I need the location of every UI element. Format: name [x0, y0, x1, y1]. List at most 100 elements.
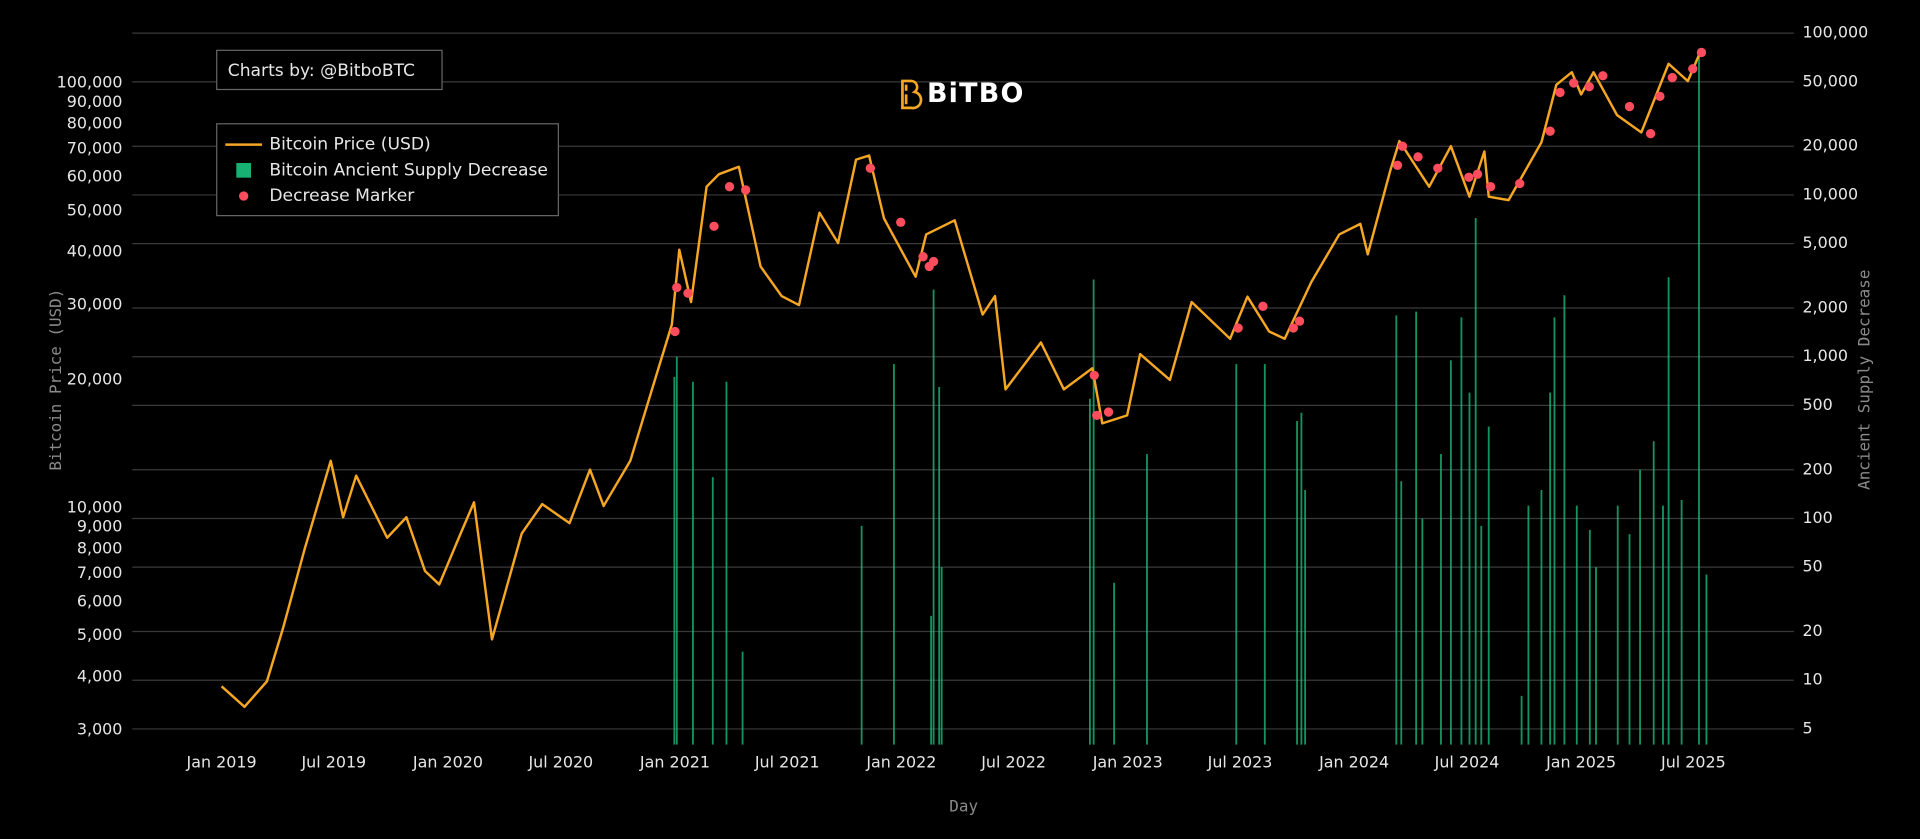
- decrease-marker: [896, 217, 906, 227]
- y-tick-label: 70,000: [67, 138, 123, 157]
- y2-tick-label: 100,000: [1802, 23, 1868, 42]
- annotation: Charts by: @BitboBTC: [228, 61, 415, 81]
- bar: [1540, 489, 1543, 745]
- y-tick-label: 7,000: [77, 563, 123, 582]
- y2-tick-label: 5,000: [1802, 233, 1848, 252]
- y2-tick-label: 20: [1802, 621, 1822, 640]
- x-tick-label: Jan 2021: [639, 752, 710, 771]
- bar: [1553, 317, 1556, 745]
- labels: 3,0004,0005,0006,0007,0008,0009,00010,00…: [57, 23, 1869, 772]
- bar: [932, 289, 935, 745]
- x-tick-label: Jan 2020: [412, 752, 483, 771]
- decrease-marker: [1397, 141, 1408, 151]
- x-tick-label: Jul 2019: [300, 752, 366, 771]
- y-axis-title: Bitcoin Price (USD): [46, 289, 65, 471]
- decrease-marker: [1472, 169, 1483, 179]
- bar: [1520, 695, 1523, 745]
- bar: [711, 477, 714, 745]
- bar: [1662, 505, 1664, 745]
- y2-axis-title: Ancient Supply Decrease: [1854, 270, 1873, 490]
- decrease-marker: [1515, 178, 1525, 189]
- decrease-marker: [1413, 152, 1423, 162]
- legend-box: [216, 123, 559, 217]
- bar: [1304, 489, 1307, 745]
- decrease-marker: [928, 256, 939, 267]
- y2-tick-label: 500: [1802, 395, 1832, 414]
- x-tick-label: Jan 2025: [1545, 752, 1616, 771]
- bar: [1088, 398, 1091, 745]
- bar: [1667, 277, 1670, 745]
- decrease-marker: [1545, 126, 1555, 136]
- decrease-marker: [918, 252, 928, 262]
- decrease-marker: [1258, 301, 1268, 311]
- logo-text: BiTBO: [927, 78, 1025, 109]
- bar: [1395, 315, 1398, 745]
- decrease-marker: [1294, 316, 1305, 326]
- bar: [1468, 392, 1471, 745]
- y-tick-label: 3,000: [77, 719, 123, 738]
- bar: [1415, 311, 1418, 745]
- bar: [741, 651, 744, 745]
- legend-label: Decrease Marker: [269, 186, 415, 206]
- bar: [892, 364, 895, 745]
- bar: [930, 615, 933, 745]
- x-axis-title: Day: [949, 797, 978, 816]
- x-tick-label: Jul 2021: [754, 752, 820, 771]
- x-tick-label: Jul 2025: [1660, 752, 1726, 771]
- bar: [1575, 505, 1578, 745]
- y2-tick-label: 10,000: [1802, 184, 1858, 203]
- y2-tick-label: 10: [1802, 670, 1822, 689]
- bar: [938, 386, 941, 745]
- x-tick-label: Jan 2022: [865, 752, 936, 771]
- decrease-marker: [865, 163, 875, 173]
- decrease-marker: [1103, 407, 1114, 417]
- y2-tick-label: 100: [1802, 508, 1832, 527]
- bar: [1652, 441, 1655, 745]
- bar: [1680, 500, 1683, 745]
- decrease-marker: [1696, 47, 1707, 58]
- bar: [725, 381, 728, 745]
- y2-tick-label: 20,000: [1802, 136, 1858, 155]
- y2-tick-label: 50,000: [1802, 71, 1858, 90]
- y-tick-label: 5,000: [77, 625, 123, 644]
- y-tick-label: 80,000: [67, 114, 123, 133]
- bar: [1449, 360, 1452, 745]
- bar: [1628, 534, 1631, 745]
- bar: [940, 567, 943, 745]
- y-tick-label: 4,000: [77, 666, 123, 685]
- decrease-marker: [1645, 128, 1656, 139]
- legend-label: Bitcoin Price (USD): [269, 135, 430, 155]
- decrease-marker: [1089, 370, 1099, 380]
- x-tick-label: Jan 2024: [1318, 752, 1389, 771]
- logo: BiTBO: [901, 78, 1025, 110]
- bar: [1235, 364, 1238, 745]
- y-tick-label: 100,000: [57, 72, 123, 91]
- bar: [1588, 529, 1591, 745]
- bar: [1705, 574, 1708, 745]
- decrease-marker: [1655, 91, 1665, 102]
- y-tick-label: 9,000: [77, 517, 123, 536]
- decrease-marker: [672, 282, 682, 293]
- bar: [1480, 525, 1483, 745]
- bar: [673, 376, 676, 745]
- y2-tick-label: 5: [1802, 718, 1812, 737]
- decrease-marker: [1485, 182, 1496, 192]
- bar: [1400, 481, 1403, 745]
- legend: Bitcoin Price (USD) Bitcoin Ancient Supp…: [216, 123, 559, 217]
- decrease-marker: [741, 185, 751, 195]
- logo-icon: [901, 79, 923, 110]
- legend-symbol: [239, 191, 249, 201]
- y2-tick-label: 2,000: [1802, 298, 1848, 317]
- x-tick-label: Jan 2019: [186, 752, 257, 771]
- bar: [1113, 582, 1116, 745]
- x-tick-label: Jul 2023: [1207, 752, 1273, 771]
- decrease-marker: [1392, 160, 1403, 170]
- bar: [1616, 505, 1619, 745]
- points: [670, 47, 1707, 421]
- decrease-marker: [670, 326, 680, 337]
- x-tick-label: Jan 2023: [1092, 752, 1163, 771]
- x-tick-label: Jul 2022: [980, 752, 1046, 771]
- decrease-marker: [1464, 172, 1474, 182]
- decrease-marker: [1433, 163, 1443, 173]
